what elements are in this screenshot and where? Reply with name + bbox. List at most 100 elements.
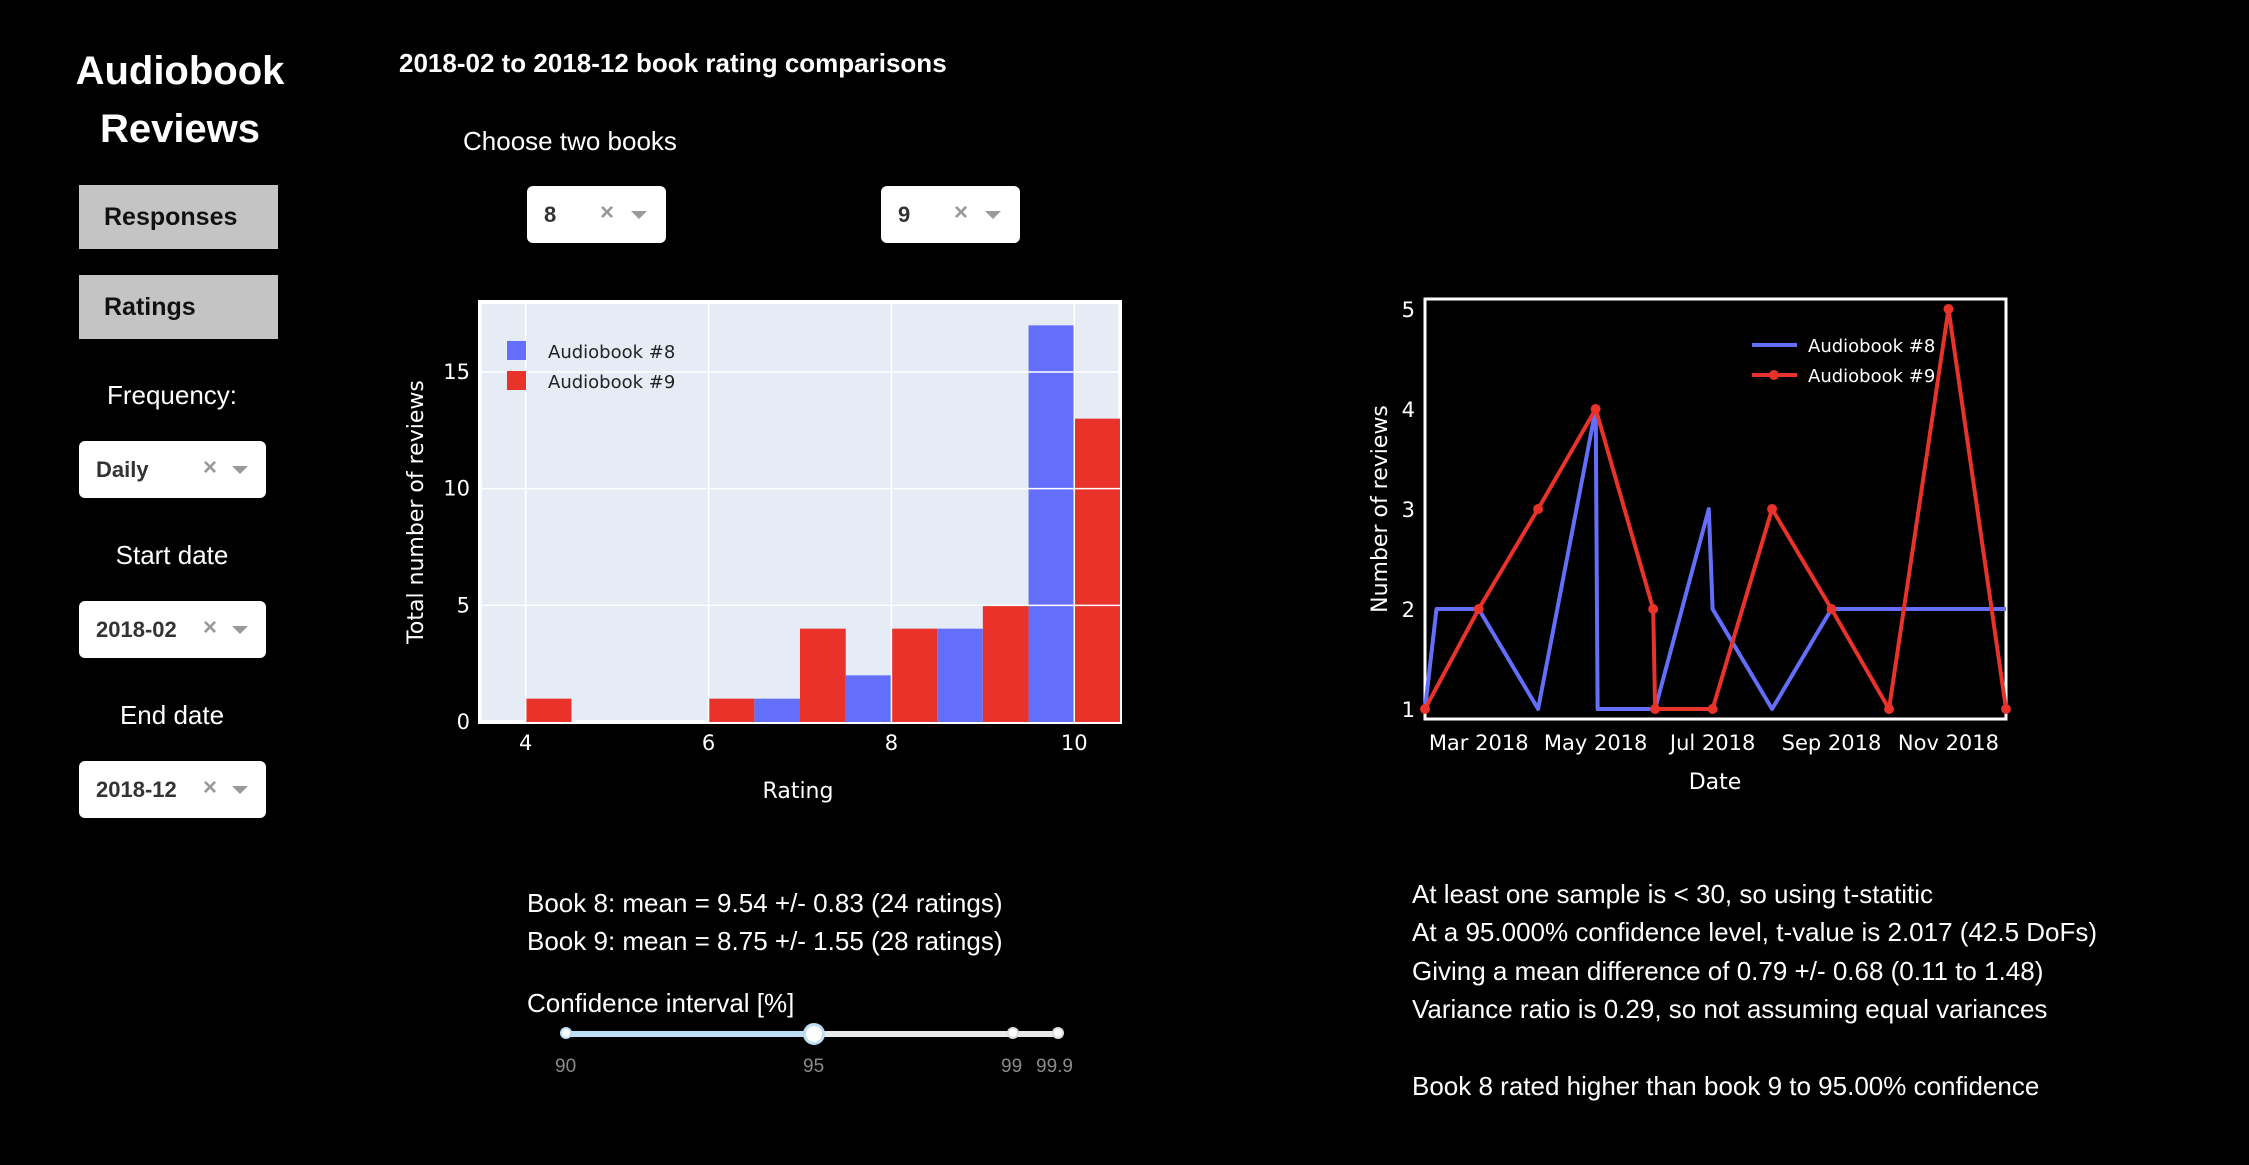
- legend-marker-book-b: [1769, 370, 1779, 380]
- chevron-down-icon[interactable]: [985, 211, 1001, 219]
- book-b-dropdown[interactable]: 9 ×: [881, 186, 1020, 243]
- ttest-line: Variance ratio is 0.29, so not assuming …: [1412, 994, 2048, 1024]
- frequency-value: Daily: [96, 456, 149, 482]
- data-point-book-b[interactable]: [1884, 704, 1895, 714]
- data-point-book-b[interactable]: [1943, 304, 1954, 314]
- x-tick-label: Mar 2018: [1429, 731, 1529, 755]
- book-b-value: 9: [898, 201, 911, 227]
- slider-mark-dot[interactable]: [1052, 1027, 1064, 1039]
- series-line-book-a[interactable]: [1423, 407, 2006, 711]
- y-tick-label: 4: [1402, 398, 1415, 422]
- slider-mark-label[interactable]: 99.9: [1036, 1056, 1073, 1077]
- clear-icon[interactable]: ×: [203, 774, 218, 801]
- bar-book-b[interactable]: [800, 628, 846, 722]
- data-point-book-b[interactable]: [1590, 404, 1601, 414]
- bar-book-a[interactable]: [754, 698, 800, 722]
- start-date-label: Start date: [115, 540, 229, 570]
- y-axis-title: Total number of reviews: [404, 380, 429, 645]
- slider-mark-dot[interactable]: [560, 1027, 572, 1039]
- data-point-book-b[interactable]: [1650, 704, 1661, 714]
- chevron-down-icon[interactable]: [232, 786, 248, 794]
- y-tick-label: 2: [1402, 598, 1415, 622]
- legend-swatch-book-b: [507, 371, 526, 390]
- plot-area: [1423, 297, 2008, 721]
- book-b-stats: Book 9: mean = 8.75 +/- 1.55 (28 ratings…: [527, 926, 1003, 956]
- legend-label-book-a: Audiobook #8: [1808, 336, 1935, 357]
- data-point-book-b[interactable]: [1707, 704, 1718, 714]
- chevron-down-icon[interactable]: [631, 211, 647, 219]
- book-a-value: 8: [544, 201, 557, 227]
- clear-icon[interactable]: ×: [600, 199, 615, 226]
- bar-book-b[interactable]: [982, 605, 1029, 722]
- frequency-label: Frequency:: [106, 380, 238, 410]
- y-tick-label: 15: [443, 360, 470, 384]
- x-tick-label: 8: [885, 731, 898, 755]
- clear-icon[interactable]: ×: [203, 614, 218, 641]
- x-tick-label: Jul 2018: [1668, 731, 1755, 755]
- legend-label-book-b: Audiobook #9: [548, 372, 675, 393]
- bar-book-a[interactable]: [937, 628, 983, 722]
- data-point-book-b[interactable]: [1767, 504, 1778, 514]
- y-axis-title: Number of reviews: [1368, 405, 1393, 613]
- x-tick-label: Nov 2018: [1898, 731, 1999, 755]
- start-date-dropdown[interactable]: 2018-02 ×: [79, 601, 266, 658]
- book-a-stats: Book 8: mean = 9.54 +/- 0.83 (24 ratings…: [527, 888, 1003, 918]
- choose-books-label: Choose two books: [463, 126, 677, 156]
- slider-mark-label[interactable]: 99: [1001, 1056, 1023, 1077]
- bar-book-b[interactable]: [891, 628, 938, 722]
- chevron-down-icon[interactable]: [232, 626, 248, 634]
- ttest-line: At a 95.000% confidence level, t-value i…: [1412, 917, 2098, 947]
- app-title: Audiobook Reviews: [75, 49, 285, 151]
- data-point-book-b[interactable]: [1533, 504, 1544, 514]
- data-point-book-b[interactable]: [1473, 604, 1484, 614]
- book-a-dropdown[interactable]: 8 ×: [527, 186, 666, 243]
- y-tick-label: 5: [457, 593, 470, 617]
- bar-book-b[interactable]: [708, 698, 755, 722]
- x-axis-title: Rating: [763, 779, 834, 804]
- confidence-slider-handle[interactable]: [803, 1023, 825, 1045]
- ratings-button[interactable]: Ratings: [79, 275, 278, 339]
- page-title: 2018-02 to 2018-12 book rating compariso…: [399, 48, 947, 78]
- x-tick-label: 10: [1061, 731, 1088, 755]
- confidence-slider-fill: [566, 1031, 814, 1037]
- slider-mark-dot[interactable]: [1007, 1027, 1019, 1039]
- bar-book-b[interactable]: [1074, 418, 1120, 722]
- legend-swatch-book-a: [507, 341, 526, 360]
- y-tick-label: 3: [1402, 498, 1415, 522]
- responses-button[interactable]: Responses: [79, 185, 278, 249]
- x-tick-label: May 2018: [1544, 731, 1648, 755]
- bar-book-b[interactable]: [525, 698, 572, 722]
- bar-book-a[interactable]: [845, 675, 892, 722]
- data-point-book-b[interactable]: [2001, 704, 2011, 714]
- start-date-value: 2018-02: [96, 616, 177, 642]
- data-point-book-b[interactable]: [1826, 604, 1837, 614]
- y-tick-label: 1: [1402, 698, 1415, 722]
- ttest-line: Giving a mean difference of 0.79 +/- 0.6…: [1412, 956, 2044, 986]
- legend-label-book-a: Audiobook #8: [548, 342, 675, 363]
- x-tick-label: 4: [519, 731, 532, 755]
- x-axis-title: Date: [1689, 770, 1742, 795]
- frequency-dropdown[interactable]: Daily ×: [79, 441, 266, 498]
- chevron-down-icon[interactable]: [232, 466, 248, 474]
- clear-icon[interactable]: ×: [203, 454, 218, 481]
- rating-histogram-chart: 0 5 10 15 4 6 8 10 Audiobook #8 Audiobook #9 Ra…: [404, 300, 1122, 804]
- clear-icon[interactable]: ×: [954, 199, 969, 226]
- legend-label-book-b: Audiobook #9: [1808, 366, 1935, 387]
- end-date-label: End date: [119, 700, 225, 730]
- y-tick-label: 0: [457, 710, 470, 734]
- reviews-over-time-chart: 1 2 3 4 5 Mar 2018 May 2018 Jul 2018 Sep 2018 Nov…: [1368, 297, 2011, 795]
- y-tick-label: 5: [1402, 298, 1415, 322]
- slider-mark-label[interactable]: 90: [555, 1056, 577, 1077]
- series-line-book-b[interactable]: [1423, 307, 2008, 711]
- ttest-conclusion: Book 8 rated higher than book 9 to 95.00…: [1412, 1071, 2040, 1101]
- confidence-interval-label: Confidence interval [%]: [527, 988, 795, 1018]
- data-point-book-b[interactable]: [1420, 704, 1430, 714]
- x-tick-label: 6: [702, 731, 715, 755]
- bar-book-a[interactable]: [1028, 325, 1075, 722]
- end-date-value: 2018-12: [96, 776, 177, 802]
- x-tick-label: Sep 2018: [1782, 731, 1882, 755]
- slider-mark-label[interactable]: 95: [803, 1056, 825, 1077]
- data-point-book-b[interactable]: [1648, 604, 1659, 614]
- y-tick-label: 10: [443, 477, 470, 501]
- end-date-dropdown[interactable]: 2018-12 ×: [79, 761, 266, 818]
